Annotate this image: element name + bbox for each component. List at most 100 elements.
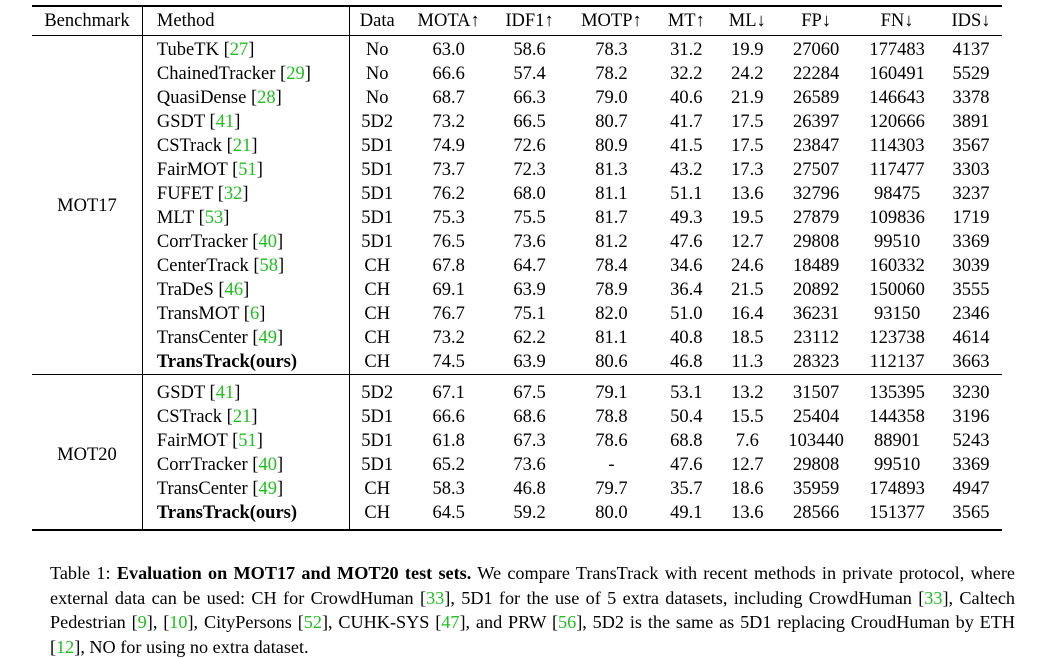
ml-cell: 21.5 (731, 280, 764, 300)
motp-cell: 78.6 (595, 431, 628, 451)
mt-cell: 50.4 (670, 407, 703, 427)
ml-cell: 19.9 (731, 40, 764, 60)
citation-link: 32 (223, 184, 243, 204)
data-cell: 5D1 (348, 206, 405, 230)
fp-cell: 27060 (793, 40, 840, 60)
mt-cell: 36.4 (670, 280, 703, 300)
benchmark-cell: MOT17 (57, 196, 117, 216)
fp-cell: 20892 (793, 280, 840, 300)
motp-cell: 80.6 (595, 352, 628, 372)
idf1-cell: 57.4 (513, 64, 546, 84)
fn-cell: 99510 (873, 455, 921, 475)
idf1-cell: 66.5 (513, 112, 546, 132)
ml-cell: 17.5 (731, 136, 764, 156)
citation-link: 29 (286, 64, 305, 84)
header-idf1: IDF1↑ (505, 11, 554, 31)
mota-cell: 68.7 (432, 88, 465, 108)
header-mota: MOTA↑ (417, 11, 480, 31)
motp-cell: 79.1 (566, 374, 657, 405)
table-row: TransCenter [49] CH 73.2 62.2 81.1 40.8 18.5 23… (32, 326, 1002, 350)
method-name: TransMOT (156, 304, 240, 324)
data-cell: CH (348, 254, 405, 278)
motp-cell: 81.1 (595, 184, 628, 204)
table-row: ChainedTracker [29] No 66.6 57.4 78.2 32.2 24.… (32, 62, 1002, 86)
motp-cell: 81.3 (595, 160, 628, 180)
header-data: Data (348, 6, 405, 36)
mota-cell: 58.3 (432, 479, 465, 499)
data-cell: 5D1 (348, 453, 405, 477)
mota-cell: 63.0 (432, 40, 465, 60)
fn-cell: 160332 (869, 256, 925, 276)
method-cell: CSTrack [21] (141, 405, 350, 429)
idf1-cell: 75.5 (513, 208, 546, 228)
citation-link: 21 (232, 136, 252, 156)
method-cell: ChainedTracker [29] (141, 62, 350, 86)
mt-cell: 31.2 (670, 40, 703, 60)
method-name: CenterTrack (156, 256, 249, 276)
motp-cell: 78.3 (595, 40, 628, 60)
data-cell: 5D1 (348, 134, 405, 158)
ml-cell: 24.2 (731, 64, 764, 84)
header-motp: MOTP↑ (581, 11, 642, 31)
ml-cell: 16.4 (731, 304, 764, 324)
method-cell: CenterTrack [58] (141, 254, 350, 278)
motp-cell: 78.4 (595, 256, 628, 276)
table-row: MLT [53] 5D1 75.3 75.5 81.7 49.3 19.5 27879 1098… (32, 206, 1002, 230)
caption-lead: Evaluation on MOT17 and MOT20 test sets. (116, 563, 472, 584)
ml-cell: 13.6 (731, 503, 764, 523)
table-row: TransCenter [49] CH 58.3 46.8 79.7 35.7 18.6 35… (32, 477, 1002, 501)
mota-cell: 73.2 (432, 112, 465, 132)
mota-cell: 69.1 (432, 280, 465, 300)
header-row: Benchmark Method Data MOTA↑ IDF1↑ MOTP↑ … (32, 6, 1002, 36)
ml-cell: 17.5 (731, 112, 764, 132)
idf1-cell: 46.8 (513, 479, 546, 499)
data-cell: 5D1 (348, 230, 405, 254)
mt-cell: 51.0 (670, 304, 703, 324)
ml-cell: 12.7 (731, 232, 764, 252)
fp-cell: 27879 (793, 208, 840, 228)
data-cell: No (348, 35, 405, 62)
ids-cell: 4947 (952, 479, 990, 499)
table-row: TransTrack(ours) CH 74.5 63.9 80.6 46.8 11.3 28… (32, 350, 1002, 375)
idf1-cell: 68.6 (513, 407, 546, 427)
fp-cell: 103440 (788, 431, 844, 451)
method-cell: TransTrack(ours) (141, 501, 350, 530)
ids-cell: 5529 (952, 64, 990, 84)
citation-link: 41 (215, 112, 235, 132)
idf1-cell: 63.9 (513, 280, 546, 300)
method-name: TransTrack(ours) (156, 352, 298, 372)
header-method: Method (141, 6, 350, 36)
data-cell: 5D1 (348, 429, 405, 453)
mt-cell: 47.6 (670, 232, 703, 252)
citation-link: 47 (441, 612, 460, 633)
mt-cell: 51.1 (670, 184, 703, 204)
citation-link: 52 (303, 612, 322, 633)
citation-link: 58 (259, 256, 279, 276)
method-name: CSTrack (156, 407, 223, 427)
citation-link: 21 (232, 407, 252, 427)
benchmark-cell: MOT20 (32, 374, 143, 530)
citation-link: 40 (258, 232, 277, 252)
table-header: Benchmark Method Data MOTA↑ IDF1↑ MOTP↑ … (32, 6, 1002, 36)
ml-cell: 19.5 (731, 208, 764, 228)
fn-cell: 144358 (869, 407, 925, 427)
ids-cell: 1719 (952, 208, 990, 228)
mt-cell: 41.7 (670, 112, 703, 132)
motp-cell: 81.1 (595, 328, 628, 348)
ids-cell: 4137 (952, 40, 990, 60)
header-benchmark: Benchmark (44, 11, 130, 31)
results-table: Benchmark Method Data MOTA↑ IDF1↑ MOTP↑ … (32, 5, 1002, 531)
table-row: TraDeS [46] CH 69.1 63.9 78.9 36.4 21.5 20892 15… (32, 278, 1002, 302)
mota-cell: 74.9 (432, 136, 465, 156)
motp-cell: 78.8 (595, 407, 628, 427)
idf1-cell: 66.3 (513, 88, 546, 108)
mt-cell: 40.6 (670, 88, 703, 108)
mt-cell: 34.6 (670, 256, 703, 276)
method-cell: FUFET [32] (141, 182, 350, 206)
ids-cell: 3567 (952, 136, 990, 156)
method-cell: TransCenter [49] (141, 477, 350, 501)
data-cell: 5D2 (348, 110, 405, 134)
data-cell: CH (348, 278, 405, 302)
motp-cell: 81.2 (595, 232, 628, 252)
idf1-cell: 64.7 (513, 256, 546, 276)
